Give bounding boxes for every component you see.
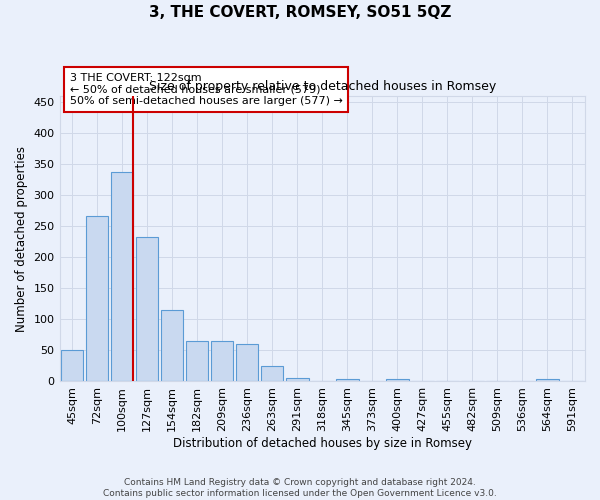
Bar <box>261 366 283 382</box>
X-axis label: Distribution of detached houses by size in Romsey: Distribution of detached houses by size … <box>173 437 472 450</box>
Text: 3 THE COVERT: 122sqm
← 50% of detached houses are smaller (579)
50% of semi-deta: 3 THE COVERT: 122sqm ← 50% of detached h… <box>70 73 343 106</box>
Bar <box>161 310 184 382</box>
Bar <box>186 341 208 382</box>
Bar <box>286 378 308 382</box>
Bar <box>61 350 83 382</box>
Text: Contains HM Land Registry data © Crown copyright and database right 2024.
Contai: Contains HM Land Registry data © Crown c… <box>103 478 497 498</box>
Bar <box>86 216 109 382</box>
Bar <box>336 379 359 382</box>
Bar <box>236 344 259 382</box>
Bar <box>136 238 158 382</box>
Bar <box>386 379 409 382</box>
Text: 3, THE COVERT, ROMSEY, SO51 5QZ: 3, THE COVERT, ROMSEY, SO51 5QZ <box>149 5 451 20</box>
Bar <box>111 172 133 382</box>
Bar <box>211 341 233 382</box>
Title: Size of property relative to detached houses in Romsey: Size of property relative to detached ho… <box>149 80 496 93</box>
Y-axis label: Number of detached properties: Number of detached properties <box>15 146 28 332</box>
Bar <box>536 379 559 382</box>
